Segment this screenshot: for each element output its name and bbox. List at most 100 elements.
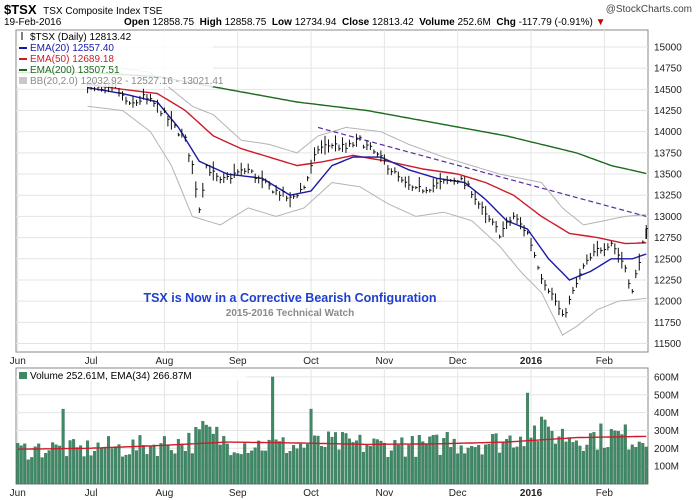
price-y-tick-label: 12750 <box>654 233 682 244</box>
volume-bar <box>372 438 376 485</box>
volume-bar <box>114 446 118 485</box>
volume-bar <box>368 446 372 485</box>
volume-bar <box>473 447 477 485</box>
volume-legend-swatch <box>19 372 27 379</box>
volume-x-tick-label: Jun <box>10 488 26 499</box>
volume-bar <box>410 436 414 485</box>
volume-bar <box>581 450 585 485</box>
volume-bar <box>194 427 198 485</box>
volume-bar <box>438 454 442 485</box>
volume-bar <box>75 447 79 485</box>
volume-bar <box>459 445 463 485</box>
volume-label: Volume <box>419 17 455 28</box>
volume-x-tick-label: Nov <box>375 488 393 499</box>
volume-bar <box>595 449 599 485</box>
volume-bar <box>316 435 320 485</box>
volume-bars <box>16 376 648 485</box>
volume-y-tick-label: 100M <box>654 462 679 473</box>
volume-y-tick-label: 600M <box>654 372 679 383</box>
volume-bar <box>253 447 257 485</box>
chg-label: Chg <box>496 17 516 28</box>
volume-bar <box>285 453 289 485</box>
volume-bar <box>519 436 523 485</box>
volume-bar <box>82 456 86 485</box>
down-arrow-icon: ▼ <box>595 17 606 28</box>
price-y-tick-label: 11500 <box>654 339 682 350</box>
volume-bar <box>19 445 23 485</box>
volume-bar <box>166 445 170 485</box>
volume-bar <box>292 445 296 485</box>
price-y-tick-label: 13750 <box>654 148 682 159</box>
volume-bar <box>445 432 449 485</box>
volume-bar <box>155 456 159 485</box>
volume-bar <box>190 453 194 485</box>
volume-x-tick-label: Sep <box>229 488 247 499</box>
volume-bar <box>58 445 62 485</box>
volume-bar <box>124 454 128 485</box>
volume-bar <box>327 431 331 485</box>
price-x-tick-label: 2016 <box>520 356 543 367</box>
volume-bar <box>354 440 358 485</box>
volume-bar <box>526 392 530 485</box>
volume-bar <box>553 443 557 485</box>
volume-bar <box>389 450 393 485</box>
volume-bar <box>68 440 72 485</box>
volume-x-tick-label: Dec <box>449 488 467 499</box>
volume-bar <box>435 434 439 485</box>
volume-bar <box>620 434 624 485</box>
price-x-tick-label: Nov <box>375 356 393 367</box>
volume-bar <box>211 433 215 485</box>
legend-backdrop <box>17 43 213 54</box>
volume-bar <box>79 445 83 485</box>
volume-bar <box>23 443 27 485</box>
volume-bar <box>54 444 58 485</box>
volume-bar <box>44 453 48 485</box>
volume-bar <box>536 441 540 485</box>
volume-bar <box>543 419 547 485</box>
volume-bar <box>30 457 34 485</box>
volume-bar <box>613 430 617 485</box>
volume-bar <box>145 454 149 485</box>
volume-bar <box>641 443 645 485</box>
volume-bar <box>347 438 351 485</box>
volume-bar <box>480 454 484 485</box>
volume-bar <box>121 456 124 485</box>
price-y-tick-label: 12500 <box>654 254 682 265</box>
legend-backdrop <box>17 65 213 76</box>
volume-bar <box>337 449 341 485</box>
volume-bar <box>26 459 30 485</box>
volume-bar <box>107 436 111 485</box>
volume-bar <box>533 425 537 485</box>
price-y-tick-label: 14500 <box>654 85 682 96</box>
annotation-subtitle: 2015-2016 Technical Watch <box>226 308 354 319</box>
volume-bar <box>393 440 397 485</box>
volume-bar <box>117 444 121 485</box>
volume-bar <box>218 444 222 485</box>
volume-bar <box>96 442 100 485</box>
volume-bar <box>361 451 365 485</box>
volume-bar <box>215 426 219 485</box>
volume-bar <box>208 426 212 485</box>
volume-bar <box>103 447 107 485</box>
volume-bar <box>512 447 516 485</box>
volume-bar <box>634 447 638 485</box>
quote-date: 19-Feb-2016 <box>4 17 62 28</box>
ema20-line <box>87 86 647 281</box>
volume-bar <box>557 436 561 485</box>
legend-price: $TSX (Daily) 12813.42 <box>30 32 132 43</box>
volume-bar <box>72 439 76 485</box>
chg-value: -117.79 (-0.91%) <box>518 17 593 28</box>
volume-bar <box>382 442 386 485</box>
volume-bar <box>414 456 418 485</box>
volume-bar <box>93 450 97 485</box>
price-y-tick-label: 13000 <box>654 212 682 223</box>
price-x-tick-label: Aug <box>155 356 173 367</box>
volume-legend-backdrop <box>17 370 247 381</box>
price-x-tick-label: Jul <box>85 356 98 367</box>
volume-bar <box>529 437 533 485</box>
price-x-tick-label: Sep <box>229 356 247 367</box>
volume-bar <box>602 447 606 485</box>
volume-bar <box>358 434 362 485</box>
price-x-tick-label: Feb <box>596 356 614 367</box>
